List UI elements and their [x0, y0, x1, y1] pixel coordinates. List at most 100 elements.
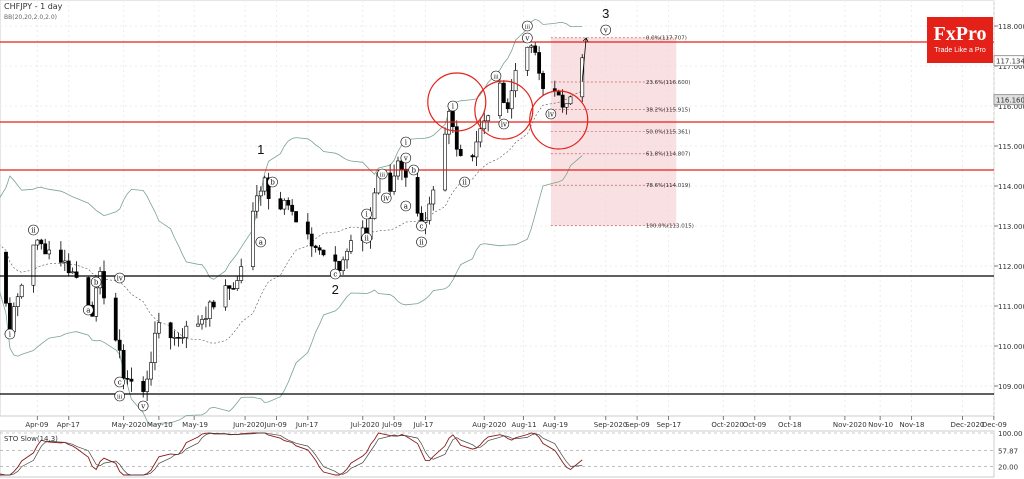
time-tick-label: Aug-19: [543, 421, 568, 429]
candle-body: [129, 378, 134, 382]
candle-body: [458, 148, 463, 156]
candle-body: [564, 103, 569, 108]
candle-body: [251, 210, 255, 267]
wave-label: a: [86, 307, 90, 315]
time-tick-label: Apr-17: [57, 421, 80, 429]
price-tick-label: 115.000: [998, 143, 1024, 151]
candle-body: [309, 233, 314, 247]
fibonacci-label: 23.6%(116.600): [646, 80, 691, 86]
time-tick-label: May-10: [147, 421, 173, 429]
candle-body: [141, 380, 146, 392]
candle-body: [145, 378, 150, 392]
fibonacci-labels: 0.0%(117.707) 23.6%(116.600) 38.2%(115.915…: [550, 36, 694, 229]
wave-label: iii: [525, 25, 531, 31]
candle-body: [305, 221, 310, 235]
candle-body: [266, 177, 271, 199]
candle-body: [8, 302, 12, 333]
candle-body: [19, 284, 24, 298]
wave-label-circle: [408, 164, 419, 176]
wave-label: ii: [364, 235, 369, 243]
highlight-circle: [529, 90, 589, 150]
time-tick-label: Jun-2020: [232, 421, 264, 429]
time-tick-label: Jul-2020: [350, 421, 380, 429]
fibonacci-label: 100.0%(113.015): [646, 223, 694, 229]
wave-label: ii: [31, 227, 36, 235]
wave-label-circle: [600, 24, 612, 36]
major-wave-label: 2: [332, 282, 339, 297]
time-tick-label: Sep-17: [656, 421, 681, 429]
price-tick-label: 113.000: [998, 223, 1024, 231]
candle-body: [31, 244, 36, 286]
candle-body: [149, 362, 153, 380]
wave-label-circle: [255, 236, 267, 248]
candle-body: [156, 322, 161, 334]
wave-label-circle: [137, 400, 149, 412]
candle-body: [11, 306, 16, 333]
candle-body: [47, 249, 52, 255]
candle-body: [552, 88, 557, 92]
price-label-box: [993, 94, 1024, 106]
time-tick-label: Jun-09: [263, 421, 286, 429]
candle-body: [541, 72, 545, 89]
candle-body: [294, 211, 298, 223]
wave-label-circle: [522, 32, 533, 44]
wave-label-circle: [377, 168, 388, 180]
time-tick-label: Aug-2020: [472, 421, 506, 429]
candle-body: [321, 249, 326, 256]
wave-label: b: [94, 279, 99, 287]
time-tick-label: Nov-2020: [833, 421, 867, 429]
candle-body: [486, 115, 491, 122]
wave-label-circle: [498, 118, 510, 130]
candle-body: [529, 45, 534, 48]
wave-label: ii: [462, 179, 467, 187]
wave-label-circle: [114, 376, 125, 388]
bollinger-bands: [0, 18, 583, 426]
candle-body: [560, 94, 565, 108]
price-tick-label: 109.000: [998, 383, 1024, 391]
wave-label-circle: [329, 268, 341, 280]
candle-body: [254, 195, 259, 212]
wave-label: v: [524, 35, 529, 43]
price-tick-label: 117.000: [998, 63, 1024, 71]
time-tick-label: Oct-18: [778, 421, 802, 429]
projection-arrowhead: [582, 37, 589, 43]
wave-label-circle: [400, 136, 412, 148]
candle-body: [102, 271, 106, 299]
time-tick-label: Apr-09: [25, 421, 48, 429]
candle-body: [239, 266, 244, 281]
wave-label: v: [140, 403, 145, 411]
candle-body: [211, 301, 216, 308]
candle-body: [282, 200, 287, 210]
fibonacci-label: 38.2%(115.915): [646, 107, 691, 113]
wave-label: iii: [493, 75, 499, 81]
price-tick-label: 112.000: [998, 263, 1024, 271]
bollinger-upper: [0, 18, 583, 280]
candle-body: [337, 260, 342, 271]
price-tick-label: 110.000: [998, 343, 1024, 351]
wave-label: i: [405, 139, 408, 147]
highlight-circle: [427, 72, 487, 132]
candle-body: [505, 102, 510, 110]
candle-body: [341, 259, 346, 271]
projection-arrow: [581, 37, 587, 83]
stochastic-panel: 100.00 57.87 20.00: [0, 430, 1023, 476]
candle-body: [74, 271, 79, 278]
candle-body: [447, 111, 451, 135]
candle-body: [117, 339, 122, 351]
candle-body: [537, 52, 542, 74]
candle-body: [333, 254, 338, 262]
wave-label: iv: [117, 275, 123, 283]
candle-body: [482, 120, 487, 130]
wave-label-circle: [83, 304, 94, 316]
fibonacci-label: 0.0%(117.707): [646, 36, 687, 42]
major-wave-label: 1: [257, 142, 264, 157]
wave-label-circle: [447, 100, 459, 112]
candle-body: [39, 239, 44, 245]
fibonacci-label: 78.6%(114.019): [646, 183, 691, 189]
wave-label-circle: [90, 276, 102, 288]
candle-body: [70, 271, 75, 274]
wave-label: iii: [380, 173, 386, 179]
candle-body: [431, 189, 436, 205]
time-tick-label: Nov-10: [868, 421, 893, 429]
wave-label-circle: [459, 176, 470, 188]
